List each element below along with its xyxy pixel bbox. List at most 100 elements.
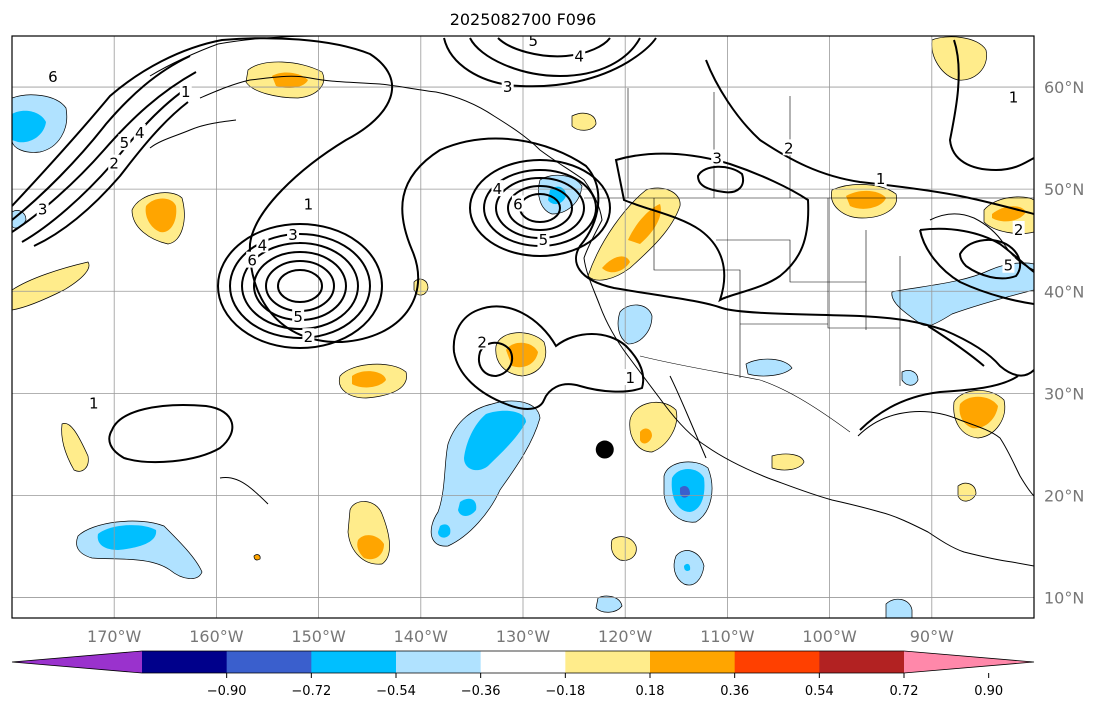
colorbar-extend-low	[12, 651, 142, 673]
positive-anomaly-area	[931, 36, 987, 81]
contour-label: 1	[626, 369, 636, 387]
positive-anomaly-area	[61, 422, 89, 472]
negative-anomaly-core	[12, 110, 46, 143]
contour-label: 5	[528, 32, 538, 50]
longitude-label: 110°W	[700, 627, 755, 646]
colorbar-tick-label: −0.36	[461, 684, 501, 699]
latitude-label: 30°N	[1044, 384, 1084, 403]
positive-anomaly-core	[640, 428, 652, 444]
colorbar-segment	[142, 651, 228, 673]
contour-line	[948, 39, 1034, 172]
positive-anomaly-core	[959, 396, 998, 429]
contour-label-background	[292, 307, 305, 324]
point-marker	[595, 440, 614, 459]
positive-anomaly-core	[145, 198, 177, 233]
contour-label-background	[302, 328, 315, 345]
contour-label-background	[501, 78, 514, 95]
colorbar-segment	[480, 651, 566, 673]
contour-label-background	[36, 200, 49, 217]
longitude-label: 130°W	[496, 627, 551, 646]
negative-anomaly-core	[680, 486, 690, 498]
colorbar-segment	[819, 651, 905, 673]
colorbar-tick-label: 0.90	[974, 684, 1003, 699]
contour-label-background	[491, 180, 504, 197]
contour-label-background	[711, 149, 724, 166]
negative-anomaly-core	[684, 563, 691, 571]
contour-line	[859, 325, 1019, 431]
map-title: 2025082700 F096	[450, 10, 597, 29]
contour-label: 6	[513, 195, 523, 213]
contour-label-background	[118, 134, 131, 151]
contour-label: 2	[477, 333, 487, 351]
contour-line	[452, 305, 645, 410]
contour-label-background	[537, 231, 550, 248]
contour-label: 5	[293, 308, 303, 326]
contour-label: 3	[712, 150, 722, 168]
colorbar-tick-label: −0.54	[376, 684, 416, 699]
contour-label-background	[527, 36, 540, 49]
contour-label: 3	[38, 201, 48, 219]
coastline-hawaii	[219, 477, 269, 505]
contour-label-background	[476, 333, 489, 350]
colorbar-segment	[226, 651, 312, 673]
colorbar-tick-label: 0.36	[720, 684, 749, 699]
negative-anomaly-core	[97, 525, 157, 550]
latitude-label: 50°N	[1044, 180, 1084, 199]
contour-label: 1	[304, 195, 314, 213]
latitude-label: 60°N	[1044, 78, 1084, 97]
contour-label: 2	[109, 155, 119, 173]
contour-line	[958, 238, 1022, 280]
positive-anomaly-area	[253, 554, 261, 561]
contour-label-background	[246, 251, 259, 268]
longitude-label: 150°W	[291, 627, 346, 646]
contour-line	[12, 37, 1034, 377]
contour-label: 2	[784, 139, 794, 157]
contour-line	[507, 185, 573, 231]
contour-label-background	[1002, 256, 1015, 273]
longitude-label: 120°W	[598, 627, 653, 646]
contour-line	[443, 37, 657, 88]
contour-label-background	[179, 83, 192, 100]
contour-label-background	[256, 236, 269, 253]
border-us-mexico	[639, 355, 851, 433]
contour-line	[614, 152, 810, 303]
latitude-labels: 60°N 50°N 40°N 30°N 20°N 10°N	[1044, 78, 1084, 608]
contour-label-background	[573, 47, 586, 64]
negative-anomaly-core	[464, 410, 526, 471]
latitude-label: 10°N	[1044, 589, 1084, 608]
contour-line	[277, 269, 323, 303]
longitude-label: 90°W	[910, 627, 954, 646]
colorbar-tick-label: 0.54	[805, 684, 834, 699]
contour-label: 1	[181, 83, 191, 101]
longitude-label: 160°W	[189, 627, 244, 646]
contour-label: 1	[876, 170, 886, 188]
map-frame	[11, 35, 1035, 619]
latitude-label: 40°N	[1044, 282, 1084, 301]
colorbar-outline	[11, 650, 1035, 674]
longitude-label: 140°W	[394, 627, 449, 646]
colorbar-segment	[565, 651, 651, 673]
contour-label: 6	[247, 252, 257, 270]
contour-line	[241, 242, 359, 330]
colorbar-tick-label: 0.18	[636, 684, 665, 699]
colorbar-extend-high	[904, 651, 1034, 673]
colorbar-segment	[396, 651, 482, 673]
colorbar-segment	[734, 651, 820, 673]
contour-label-background	[874, 169, 887, 186]
contour-label: 4	[574, 47, 584, 65]
contour-label: 6	[48, 68, 58, 86]
positive-anomaly-area	[957, 482, 977, 502]
colorbar: −0.90 −0.72 −0.54 −0.36 −0.18 0.18 0.36 0.54 0.7…	[11, 650, 1035, 699]
colorbar-segment	[650, 651, 736, 673]
contour-label-background	[287, 226, 300, 243]
positive-anomaly-core	[602, 256, 630, 273]
coastline-aleutians	[149, 119, 237, 149]
negative-anomaly-area	[617, 304, 653, 345]
contour-label: 5	[539, 231, 549, 249]
contour-line	[229, 233, 371, 339]
latitude-label: 20°N	[1044, 486, 1084, 505]
contour-label-background	[1012, 221, 1025, 237]
negative-anomaly-area	[885, 598, 913, 618]
